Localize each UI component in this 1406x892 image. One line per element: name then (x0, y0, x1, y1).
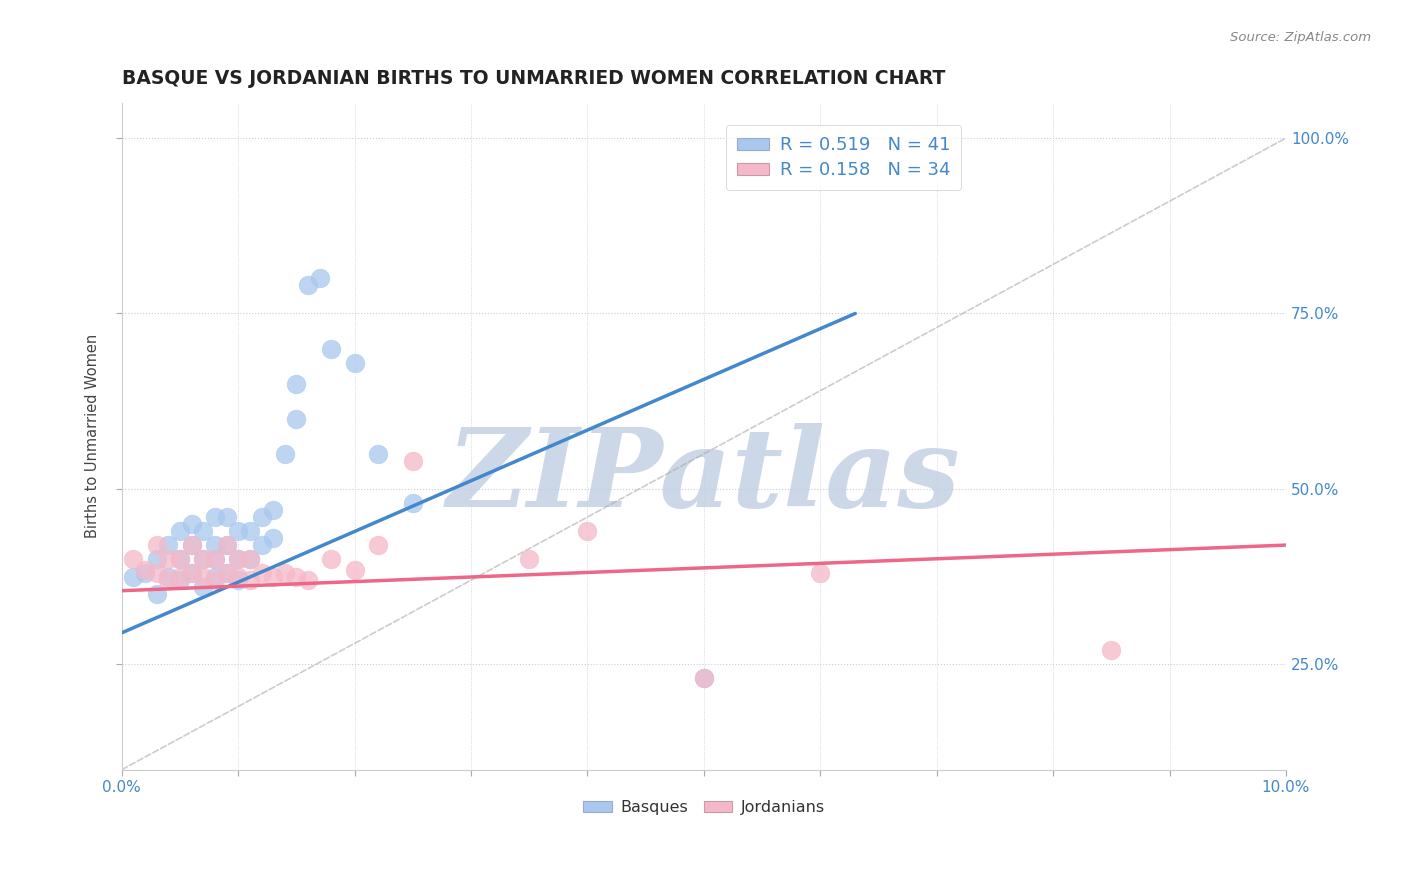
Point (226, 569, 249, 583)
Point (193, 580, 215, 594)
Point (145, 587, 167, 601)
Point (239, 524, 262, 538)
Point (204, 552, 226, 566)
Point (239, 552, 262, 566)
Point (693, 672, 716, 686)
Point (285, 376, 308, 391)
Point (226, 524, 249, 538)
Point (204, 510, 226, 524)
Point (169, 569, 191, 583)
Point (180, 538, 202, 552)
Point (517, 552, 540, 566)
Point (226, 552, 249, 566)
Point (367, 447, 389, 461)
Point (215, 510, 238, 524)
Text: Source: ZipAtlas.com: Source: ZipAtlas.com (1230, 31, 1371, 45)
Point (308, 271, 330, 285)
Point (145, 566, 167, 581)
Point (157, 538, 180, 552)
Point (169, 573, 191, 587)
Point (226, 573, 249, 587)
Point (122, 569, 145, 583)
Point (157, 569, 180, 583)
Point (262, 569, 284, 583)
Y-axis label: Births to Unmarried Women: Births to Unmarried Women (86, 334, 100, 539)
Point (343, 563, 366, 577)
Point (693, 672, 716, 686)
Point (204, 569, 226, 583)
Point (193, 552, 215, 566)
Point (250, 510, 273, 524)
Point (169, 552, 191, 566)
Point (180, 516, 202, 531)
Point (169, 524, 191, 538)
Point (134, 566, 156, 581)
Point (204, 573, 226, 587)
Point (193, 524, 215, 538)
Point (193, 569, 215, 583)
Point (297, 573, 319, 587)
Point (215, 566, 238, 581)
Point (285, 411, 308, 425)
Point (193, 552, 215, 566)
Point (215, 538, 238, 552)
Point (145, 538, 167, 552)
Point (180, 566, 202, 581)
Point (180, 538, 202, 552)
Point (297, 278, 319, 293)
Point (285, 569, 308, 583)
Point (215, 538, 238, 552)
Point (239, 552, 262, 566)
Point (180, 566, 202, 581)
Point (321, 552, 343, 566)
Point (402, 496, 425, 510)
Point (1099, 643, 1122, 657)
Point (576, 524, 599, 538)
Point (122, 552, 145, 566)
Point (204, 552, 226, 566)
Point (215, 566, 238, 581)
Point (239, 573, 262, 587)
Point (262, 503, 284, 517)
Point (367, 538, 389, 552)
Point (157, 573, 180, 587)
Point (402, 454, 425, 468)
Text: ZIPatlas: ZIPatlas (447, 423, 960, 530)
Point (250, 538, 273, 552)
Point (262, 531, 284, 545)
Point (321, 342, 343, 356)
Point (145, 552, 167, 566)
Point (343, 356, 366, 370)
Point (274, 447, 297, 461)
Point (274, 566, 297, 581)
Point (169, 552, 191, 566)
Legend: Basques, Jordanians: Basques, Jordanians (576, 794, 831, 822)
Text: BASQUE VS JORDANIAN BIRTHS TO UNMARRIED WOMEN CORRELATION CHART: BASQUE VS JORDANIAN BIRTHS TO UNMARRIED … (122, 69, 945, 87)
Point (134, 563, 156, 577)
Point (157, 552, 180, 566)
Point (808, 566, 831, 581)
Point (250, 566, 273, 581)
Point (226, 552, 249, 566)
Point (204, 538, 226, 552)
